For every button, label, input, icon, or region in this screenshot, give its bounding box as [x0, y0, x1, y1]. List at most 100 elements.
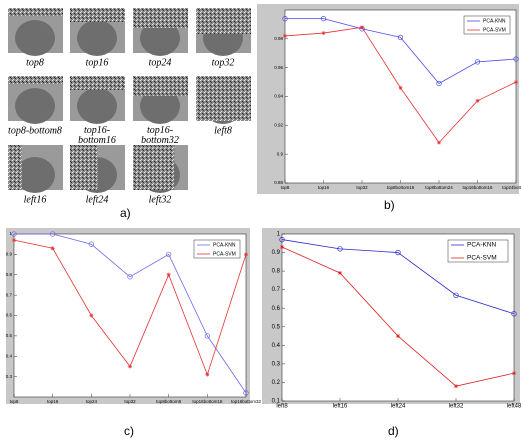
panel-label: b) [384, 198, 395, 212]
face-thumbnail [133, 8, 188, 56]
caption: top16 [86, 57, 109, 68]
marker [166, 272, 171, 277]
marker [453, 292, 459, 298]
occlusion [8, 8, 63, 16]
caption: left16 [24, 194, 47, 205]
x-tick-label: top8 [10, 399, 19, 404]
y-tick-label: 0.6 [272, 306, 281, 312]
face-thumbnail [8, 8, 63, 56]
legend-label: PCA-KNN [213, 242, 236, 248]
x-tick-label: top16bottom32 [231, 399, 262, 404]
face-thumbnail [8, 76, 63, 124]
series-line [281, 239, 515, 315]
y-tick-label: 0.7 [6, 292, 13, 297]
x-tick-label: top24bottom8 [502, 185, 521, 190]
face-shape [15, 20, 55, 56]
marker [166, 251, 172, 258]
marker [397, 34, 404, 41]
marker [204, 333, 210, 339]
face-thumbnail [70, 76, 125, 124]
x-tick-label: left48 [507, 404, 521, 410]
legend-label: PCA-SVM [213, 251, 236, 257]
y-tick-label: 0.8 [272, 269, 281, 275]
y-tick-label: 0.9 [6, 252, 13, 257]
face-thumbnail [70, 145, 125, 193]
occlusion [196, 8, 251, 34]
marker [395, 249, 401, 256]
marker [338, 270, 342, 275]
marker [282, 16, 288, 22]
caption-line: bottom16 [78, 135, 116, 146]
face-shape [77, 88, 117, 124]
face-thumbnail [133, 145, 188, 193]
y-tick-label: 0.8 [6, 272, 13, 277]
legend-box [447, 239, 509, 263]
marker [127, 274, 133, 280]
marker [12, 238, 16, 243]
occlusion [70, 8, 125, 22]
y-tick-label: 0.98 [274, 36, 283, 41]
plot-area [281, 233, 515, 402]
face-shape [15, 157, 55, 193]
plot-area [284, 9, 517, 184]
legend-box [463, 15, 511, 35]
x-tick-label: top16bottom16 [192, 399, 223, 404]
y-tick-label: 0.5 [272, 324, 281, 330]
marker [244, 252, 248, 257]
occlusion [70, 76, 125, 90]
marker [475, 98, 480, 103]
marker [88, 241, 94, 247]
caption-line: bottom32 [141, 135, 179, 146]
face-thumbnail [70, 8, 125, 56]
caption-line: top16- [147, 125, 173, 136]
caption: top16-bottom16 [78, 125, 116, 146]
x-tick-label: top32 [356, 185, 368, 190]
y-tick-label: 0.1 [272, 399, 281, 405]
legend-label: PCA-KNN [467, 242, 497, 249]
marker [50, 231, 56, 237]
occlusion [70, 145, 98, 190]
face-thumbnail [196, 76, 251, 124]
legend-label: PCA-SVM [467, 255, 497, 262]
x-tick-label: top8 [281, 185, 290, 190]
marker [320, 16, 327, 22]
marker [283, 33, 287, 38]
marker [513, 56, 519, 62]
x-tick-label: left24 [391, 404, 406, 410]
y-tick-label: 1 [277, 232, 281, 238]
caption: top32 [212, 57, 235, 68]
marker [50, 246, 55, 251]
marker [511, 311, 517, 317]
marker [474, 59, 481, 65]
marker [454, 384, 458, 389]
caption: left8 [214, 125, 232, 136]
occlusion [8, 145, 22, 190]
x-tick-label: top8bottom24 [425, 185, 453, 190]
face-thumbnail [196, 8, 251, 56]
x-tick-label: top16bottom16 [462, 185, 493, 190]
y-tick-label: 0.7 [272, 287, 281, 293]
marker [337, 246, 343, 252]
legend-box [193, 239, 241, 259]
x-tick-label: left16 [333, 404, 348, 410]
marker [321, 31, 326, 36]
y-tick-label: 0.5 [6, 333, 13, 338]
x-tick-label: top32 [124, 399, 136, 404]
caption: top24 [149, 57, 172, 68]
y-tick-label: 0.4 [272, 343, 281, 349]
y-tick-label: 0.3 [6, 374, 13, 379]
marker [398, 85, 403, 90]
x-tick-label: top16 [318, 185, 330, 190]
marker [205, 372, 210, 377]
marker [89, 313, 94, 318]
panel-label: c) [124, 424, 134, 438]
marker [280, 244, 284, 249]
marker [11, 231, 17, 237]
x-tick-label: top24 [86, 399, 98, 404]
marker [514, 80, 518, 85]
y-tick-label: 0.94 [274, 94, 283, 99]
series-line [14, 233, 247, 394]
y-tick-label: 0.2 [272, 380, 281, 386]
series-line [285, 18, 517, 85]
